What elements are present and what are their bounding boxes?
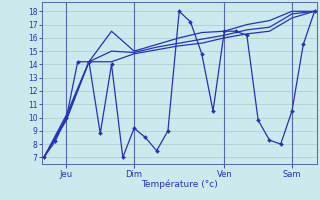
X-axis label: Température (°c): Température (°c)	[141, 180, 218, 189]
